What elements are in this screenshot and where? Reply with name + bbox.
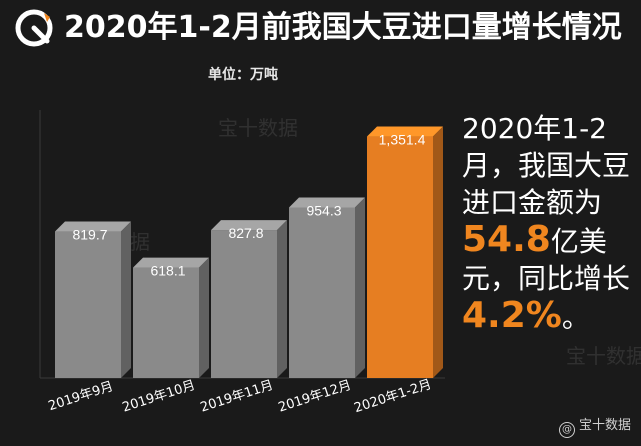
bar-side-face	[199, 257, 209, 378]
summary-line: 4.2%。	[462, 297, 637, 336]
summary-line: 元，同比增长	[462, 262, 631, 295]
unit-label: 单位：万吨	[208, 67, 278, 83]
bar-side-face	[121, 221, 131, 378]
category-label: 2019年12月	[277, 378, 354, 416]
bar	[367, 126, 443, 378]
bar-side-face	[433, 126, 443, 378]
category-label: 2019年11月	[199, 378, 276, 416]
category-label: 2020年1-2月	[352, 377, 433, 416]
brand-circle-icon: @	[558, 422, 575, 438]
import-value-highlight: 54.8	[462, 219, 551, 260]
summary-line-suffix: 亿美	[550, 225, 607, 258]
summary-line: 进口金额为	[462, 186, 603, 219]
bar-front	[133, 267, 199, 378]
bar-side-face	[277, 220, 287, 378]
bar-side-face	[355, 197, 365, 378]
category-label: 2019年10月	[121, 378, 198, 416]
brand-name: 宝十数据	[578, 418, 631, 433]
bar-front	[55, 231, 121, 378]
bar-top-face	[367, 126, 443, 137]
value-label: 1,351.4	[379, 132, 426, 148]
growth-percent-highlight: 4.2%	[462, 295, 562, 336]
bar-top-face	[133, 257, 209, 268]
summary-line: 54.8亿美	[462, 221, 637, 260]
summary-end: 。	[561, 301, 590, 334]
value-label: 618.1	[150, 263, 185, 279]
bar	[55, 221, 131, 378]
summary-line: 月，我国大豆	[462, 149, 631, 182]
bar	[133, 257, 209, 378]
chart-title: 2020年1-2月前我国大豆进口量增长情况	[64, 10, 622, 45]
bar	[211, 220, 287, 378]
bar-front	[289, 207, 355, 378]
summary-annotation: 2020年1-2 月，我国大豆 进口金额为 54.8亿美 元，同比增长 4.2%…	[462, 110, 637, 336]
watermark: 宝十数据	[566, 344, 641, 368]
brand-logo-icon	[15, 9, 53, 47]
bar	[289, 197, 365, 378]
category-label: 2019年9月	[47, 379, 116, 414]
bar-front	[367, 136, 433, 378]
value-label: 819.7	[72, 227, 107, 243]
value-label: 954.3	[306, 202, 341, 218]
summary-line: 2020年1-2	[462, 112, 607, 145]
bar-top-face	[211, 220, 287, 231]
bar-front	[211, 230, 277, 378]
value-label: 827.8	[228, 225, 263, 241]
watermark: 宝十数据	[218, 116, 298, 140]
footer-brand: @ 宝十数据	[558, 414, 631, 438]
bar-top-face	[55, 221, 131, 232]
bar-top-face	[289, 197, 365, 208]
